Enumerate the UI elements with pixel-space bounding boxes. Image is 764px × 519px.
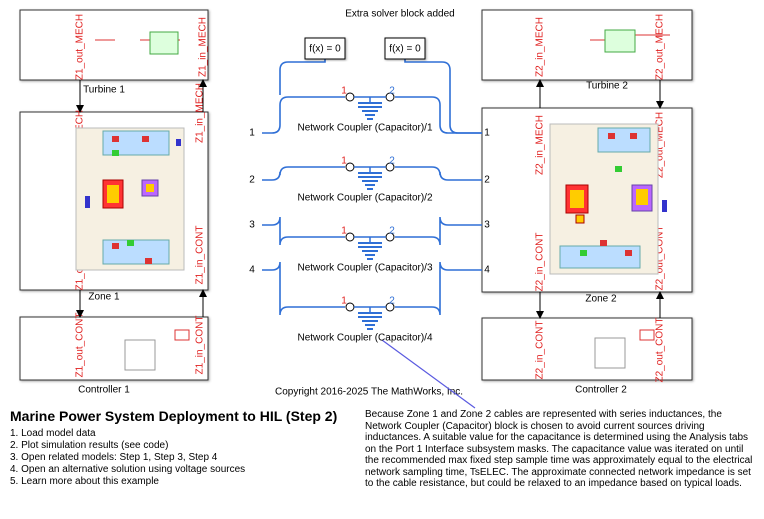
zone-port-label: 4 <box>484 265 490 276</box>
block-label: Controller 1 <box>78 385 130 396</box>
block-label: Controller 2 <box>575 385 627 396</box>
port-label: Z1_out_CONT <box>75 312 86 377</box>
coupler-port <box>345 92 355 102</box>
wire <box>262 166 345 181</box>
description: Because Zone 1 and Zone 2 cables are rep… <box>365 409 753 489</box>
wire <box>395 166 482 181</box>
wire <box>279 59 326 95</box>
coupler-port-label: 1 <box>341 86 347 97</box>
copyright: Copyright 2016-2025 The MathWorks, Inc. <box>275 387 463 398</box>
zone-port-label: 3 <box>249 220 255 231</box>
zone-port-label: 4 <box>249 265 255 276</box>
port-label: Z2_out_CONT <box>655 225 666 290</box>
zone-port-label: 3 <box>484 220 490 231</box>
network-coupler: 1 2 Network Coupler (Capacitor)/1 <box>297 86 432 134</box>
wire <box>395 96 482 134</box>
zone-port-label: 1 <box>249 128 255 139</box>
network-coupler: 1 2 Network Coupler (Capacitor)/4 <box>297 296 432 344</box>
wire <box>262 96 345 134</box>
port-label: Z2_out_MECH <box>655 112 666 178</box>
title: Marine Power System Deployment to HIL (S… <box>10 408 338 424</box>
step[interactable]: 5. Learn more about this example <box>10 476 159 487</box>
subsystem-block <box>481 317 693 381</box>
port-label: Z2_in_MECH <box>535 115 546 175</box>
coupler-port-label: 2 <box>389 226 395 237</box>
steps: 1. Load model data 2. Plot simulation res… <box>10 428 245 488</box>
coupler-label: Network Coupler (Capacitor)/1 <box>297 123 432 134</box>
port-label: Z1_in_CONT <box>195 316 206 375</box>
solver-block <box>304 37 346 60</box>
coupler-port-label: 1 <box>341 296 347 307</box>
solver-label: f(x) = 0 <box>389 44 421 55</box>
coupler-label: Network Coupler (Capacitor)/3 <box>297 263 432 274</box>
annotation: Extra solver block added <box>345 9 455 20</box>
solver-label: f(x) = 0 <box>309 44 341 55</box>
coupler-port-label: 1 <box>341 156 347 167</box>
port-label: Z2_out_MECH <box>655 14 666 80</box>
step[interactable]: 4. Open an alternative solution using vo… <box>10 464 246 475</box>
subsystem-thumbnails <box>75 29 670 371</box>
wire <box>395 261 482 316</box>
network-coupler: 1 2 Network Coupler (Capacitor)/2 <box>297 156 432 204</box>
wire <box>395 216 482 246</box>
coupler-port <box>345 162 355 172</box>
wire <box>262 261 345 316</box>
step[interactable]: 1. Load model data <box>10 428 96 439</box>
wire <box>404 59 482 134</box>
block-label: Zone 2 <box>585 294 617 305</box>
wire <box>262 216 345 246</box>
solver-block <box>384 37 426 60</box>
zone-port-label: 2 <box>484 175 490 186</box>
port-label: Z1_in_MECH <box>198 17 209 77</box>
port-label: Z1_out_MECH <box>75 14 86 80</box>
network-coupler: 1 2 Network Coupler (Capacitor)/3 <box>297 226 432 274</box>
port-label: Z2_out_CONT <box>655 317 666 382</box>
subsystem-block <box>19 316 209 381</box>
subsystem-block <box>481 9 693 81</box>
block-label: Turbine 1 <box>83 85 125 96</box>
coupler-port-label: 2 <box>389 296 395 307</box>
zone-port-label: 1 <box>484 128 490 139</box>
port-label: Z2_in_MECH <box>535 17 546 77</box>
port-label: Z1_in_MECH <box>195 83 206 143</box>
coupler-port <box>345 302 355 312</box>
coupler-label: Network Coupler (Capacitor)/2 <box>297 193 432 204</box>
annotation-line <box>381 339 476 409</box>
port-label: Z2_in_CONT <box>535 321 546 380</box>
electrical-wires <box>262 59 482 316</box>
coupler-port <box>345 232 355 242</box>
step[interactable]: 3. Open related models: Step 1, Step 3, … <box>10 452 218 463</box>
step[interactable]: 2. Plot simulation results (see code) <box>10 440 169 451</box>
port-label: Z2_in_CONT <box>535 233 546 292</box>
coupler-port-label: 2 <box>389 86 395 97</box>
zone-port-label: 2 <box>249 175 255 186</box>
subsystem-block <box>19 9 209 81</box>
coupler-port-label: 1 <box>341 226 347 237</box>
port-label: Z1_in_CONT <box>195 226 206 285</box>
coupler-label: Network Coupler (Capacitor)/4 <box>297 333 432 344</box>
block-label: Zone 1 <box>88 292 120 303</box>
coupler-port-label: 2 <box>389 156 395 167</box>
block-label: Turbine 2 <box>586 81 628 92</box>
